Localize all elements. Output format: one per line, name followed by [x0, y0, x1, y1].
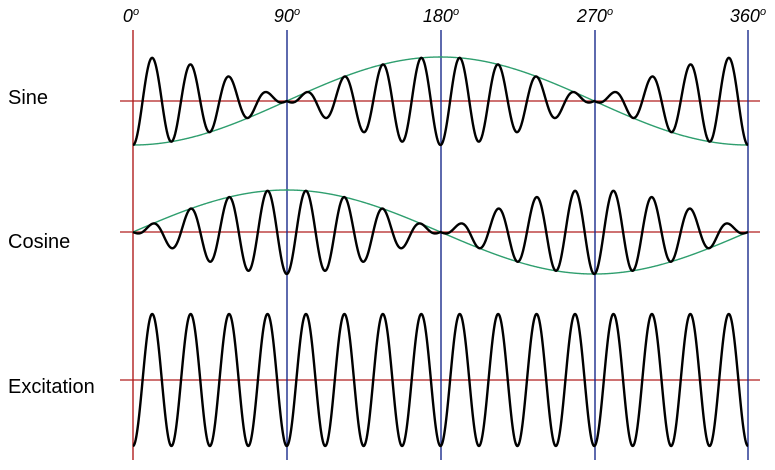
- sine-waveform: [132, 56, 749, 147]
- row-label-cosine: Cosine: [8, 231, 70, 253]
- sine-envelope: [133, 56, 748, 146]
- degree-label-90: 90o: [274, 6, 300, 26]
- row-label-sine: Sine: [8, 87, 48, 109]
- degree-label-270: 270o: [576, 6, 613, 26]
- degree-label-0: 0o: [123, 6, 139, 26]
- excitation-waveform: [132, 312, 749, 448]
- cosine-waveform: [132, 189, 749, 276]
- row-label-excitation: Excitation: [8, 376, 95, 398]
- degree-label-180: 180o: [423, 6, 459, 26]
- degree-label-360: 360o: [730, 6, 766, 26]
- degree-labels: 0o 90o 180o 270o 360o: [123, 6, 766, 26]
